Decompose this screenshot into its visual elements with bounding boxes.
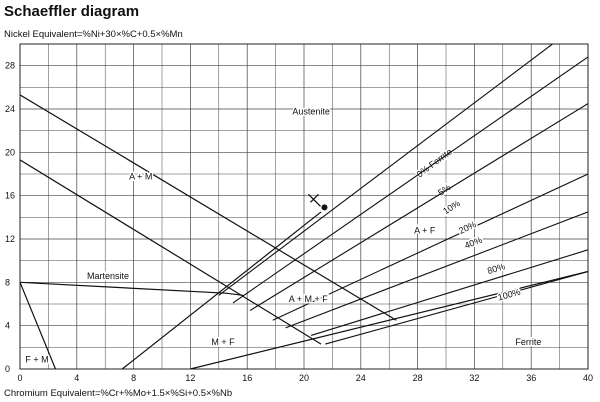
x-tick-label: 8: [131, 373, 136, 383]
region-label: A + M + F: [289, 294, 329, 304]
phase-boundaries: [20, 94, 588, 369]
phase-boundary: [190, 270, 588, 369]
phase-boundary: [20, 94, 397, 321]
region-label: F + M: [25, 355, 48, 365]
weld-marker: [308, 193, 328, 211]
y-axis-label: Nickel Equivalent=%Ni+30×%C+0.5×%Mn: [4, 29, 183, 40]
x-tick-label: 0: [17, 373, 22, 383]
y-tick-label: 8: [5, 277, 10, 287]
iso-ferrite-line: [310, 249, 588, 336]
phase-boundary: [20, 159, 322, 345]
x-tick-label: 12: [185, 373, 195, 383]
marker-stroke: [308, 193, 321, 207]
y-tick-label: 12: [5, 234, 15, 244]
phase-boundary: [20, 282, 57, 369]
y-tick-label: 0: [5, 364, 10, 374]
phase-boundary: [20, 281, 244, 296]
iso-ferrite-line: [218, 44, 553, 296]
x-axis-label: Chromium Equivalent=%Cr+%Mo+1.5×%Si+0.5×…: [4, 388, 233, 399]
y-tick-label: 4: [5, 321, 10, 331]
y-tick-label: 20: [5, 147, 15, 157]
x-tick-label: 36: [526, 373, 536, 383]
x-tick-label: 4: [74, 373, 79, 383]
iso-ferrite-label: 10%: [441, 198, 462, 216]
region-label: A + M: [129, 171, 152, 181]
iso-ferrite-line: [272, 173, 588, 321]
iso-ferrite-label: 100%: [497, 287, 522, 303]
region-label: M + F: [211, 337, 235, 347]
x-tick-label: 20: [299, 373, 309, 383]
tick-labels: 0 4 8 12 16 20 24 28 32 36 40 0 4 8 12 16 20 24 28: [5, 61, 593, 383]
iso-ferrite-label: 40%: [463, 235, 483, 251]
phase-boundary: [121, 211, 322, 369]
y-tick-label: 16: [5, 191, 15, 201]
marker-dot: [321, 204, 328, 211]
x-tick-label: 24: [356, 373, 366, 383]
iso-ferrite-label: 80%: [486, 261, 506, 276]
y-tick-label: 28: [5, 61, 15, 71]
grid: [19, 43, 589, 370]
iso-ferrite-line: [249, 103, 588, 311]
chart-title: Schaeffler diagram: [4, 3, 140, 20]
x-tick-label: 16: [242, 373, 252, 383]
iso-ferrite-line: [232, 56, 588, 304]
region-label: Ferrite: [515, 337, 541, 347]
plot-frame: [19, 43, 589, 370]
region-labels: Austenite A + M Martensite A + F A + M + F M …: [24, 105, 543, 366]
marker-cross: [310, 193, 319, 203]
region-label: A + F: [414, 226, 436, 236]
x-tick-label: 32: [469, 373, 479, 383]
y-tick-label: 24: [5, 104, 15, 114]
iso-ferrite-line: [285, 211, 588, 329]
region-label: Austenite: [292, 106, 330, 116]
x-tick-label: 28: [413, 373, 423, 383]
iso-ferrite-line: [325, 270, 588, 345]
x-tick-label: 40: [583, 373, 593, 383]
region-label: Martensite: [87, 271, 129, 281]
